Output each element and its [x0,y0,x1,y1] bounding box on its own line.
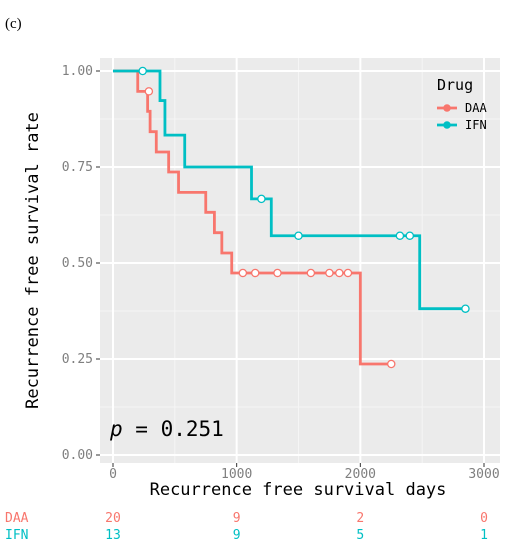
censor-mark-daa [335,268,344,278]
risk-row-label: DAA [5,511,29,526]
censor-mark-ifn [294,231,303,240]
grid [100,58,500,463]
risk-count: 2 [356,511,364,526]
risk-count: 0 [480,511,488,526]
y-tick-label: 0.75 [62,160,93,175]
y-tick-label: 1.00 [62,64,93,79]
x-axis-title: Recurrence free survival days [150,480,447,500]
legend-key-dot-daa [443,104,451,112]
risk-count: 9 [233,511,241,526]
survival-curve-ifn [113,69,466,311]
legend-key-dot-ifn [443,121,451,129]
censor-mark-daa [343,268,353,278]
risk-count: 5 [356,528,364,543]
survival-curve-daa [113,69,392,366]
y-axis-title: Recurrence free survival rate [23,112,43,409]
legend-title: Drug [437,76,473,94]
risk-count: 9 [233,528,241,543]
censor-mark-ifn [257,194,266,204]
censor-mark-daa [386,359,396,369]
censor-mark-daa [273,268,282,278]
risk-count: 1 [480,528,488,543]
panel-label: (c) [5,16,22,32]
x-tick-label: 3000 [468,467,499,482]
x-tick-label: 0 [109,467,117,482]
censor-mark-ifn [138,66,147,76]
censor-mark-daa [325,268,334,278]
x-tick-label: 2000 [345,467,376,482]
p-value-symbol: p [109,417,123,441]
p-value-text: = 0.251 [123,417,224,441]
censor-mark-daa [306,268,316,278]
risk-count: 13 [105,528,121,543]
censor-mark-daa [238,268,248,278]
y-tick-label: 0.00 [62,448,93,463]
x-axis-ticks: 0 1000 2000 3000 [109,463,500,482]
legend: Drug DAA IFN [437,76,487,132]
legend-label-ifn: IFN [465,118,487,132]
y-tick-label: 0.25 [62,352,93,367]
censor-mark-ifn [395,231,405,240]
x-tick-label: 1000 [221,467,252,482]
y-tick-label: 0.50 [62,256,93,271]
censor-mark-ifn [405,231,415,240]
risk-row-label: IFN [5,528,28,543]
risk-count: 20 [105,511,121,526]
censor-mark-ifn [461,304,470,313]
plot-panel [100,58,500,463]
y-axis-ticks: 0.00 0.25 0.50 0.75 1.00 [62,64,100,463]
curves [113,66,470,369]
legend-label-daa: DAA [465,101,487,115]
censor-mark-daa [250,268,260,278]
p-value-annotation: p = 0.251 [109,417,224,441]
censor-mark-daa [144,87,154,96]
